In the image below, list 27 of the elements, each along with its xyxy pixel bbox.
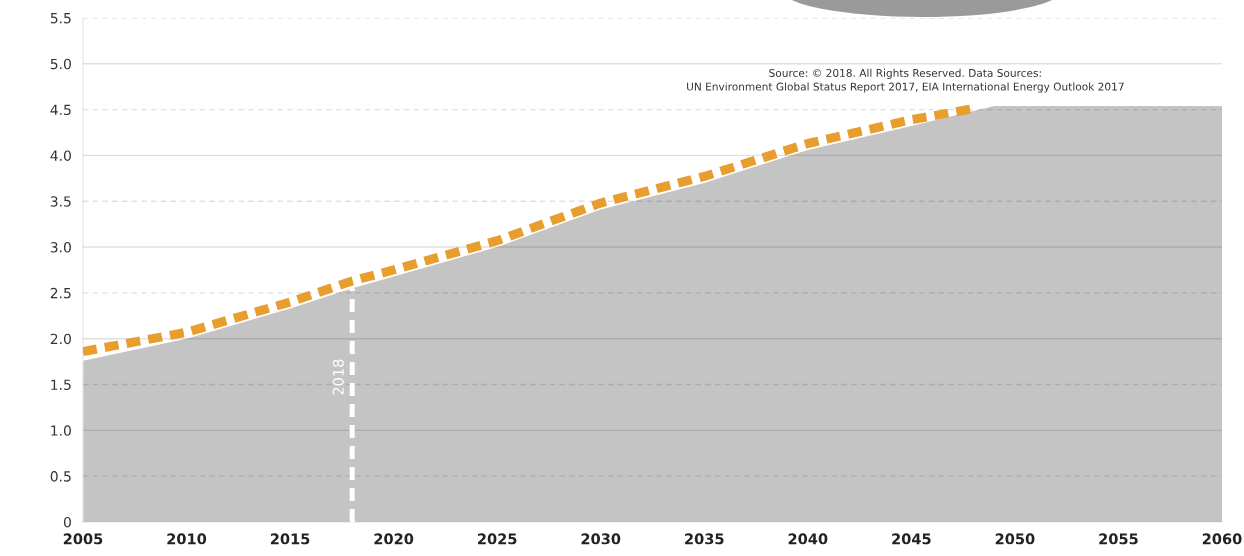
x-tick-label: 2030 bbox=[581, 533, 621, 545]
y-tick-label: 4.0 bbox=[50, 150, 71, 161]
y-tick-label: 3.0 bbox=[50, 242, 71, 253]
x-tick-label: 2055 bbox=[1099, 533, 1138, 545]
y-tick-label: 2.0 bbox=[50, 333, 71, 345]
y-tick-label: 4.5 bbox=[50, 104, 71, 116]
x-tick-label: 2060 bbox=[1202, 533, 1242, 545]
x-tick-label: 2010 bbox=[167, 533, 207, 545]
x-tick-label: 2005 bbox=[63, 533, 103, 545]
y-tick-label: 0 bbox=[63, 516, 71, 528]
y-tick-label: 1.0 bbox=[51, 425, 71, 436]
x-tick-label: 2035 bbox=[685, 533, 724, 545]
y-tick-label: 2.5 bbox=[50, 287, 71, 299]
x-tick-label: 2040 bbox=[788, 533, 828, 545]
y-tick-label: 5.0 bbox=[50, 58, 71, 70]
y-tick-label: 5.5 bbox=[50, 13, 71, 24]
y-tick-label: 3.5 bbox=[50, 196, 71, 207]
annotation: UN Environment Global Status Report 2017, EIA International Energy Outlook 2017 bbox=[687, 82, 1124, 93]
y-tick-label: 1.5 bbox=[51, 379, 71, 390]
x-tick-label: 2015 bbox=[270, 533, 310, 545]
x-tick-label: 2045 bbox=[892, 533, 931, 545]
ref-line-label: 2018 bbox=[332, 359, 344, 395]
x-tick-label: 2020 bbox=[374, 533, 414, 545]
x-tick-label: 2025 bbox=[478, 533, 517, 545]
annotation: Source: © 2018. All Rights Reserved. Data Sources: bbox=[769, 68, 1041, 80]
x-tick-label: 2050 bbox=[995, 533, 1035, 545]
y-tick-label: 0.5 bbox=[50, 471, 71, 482]
